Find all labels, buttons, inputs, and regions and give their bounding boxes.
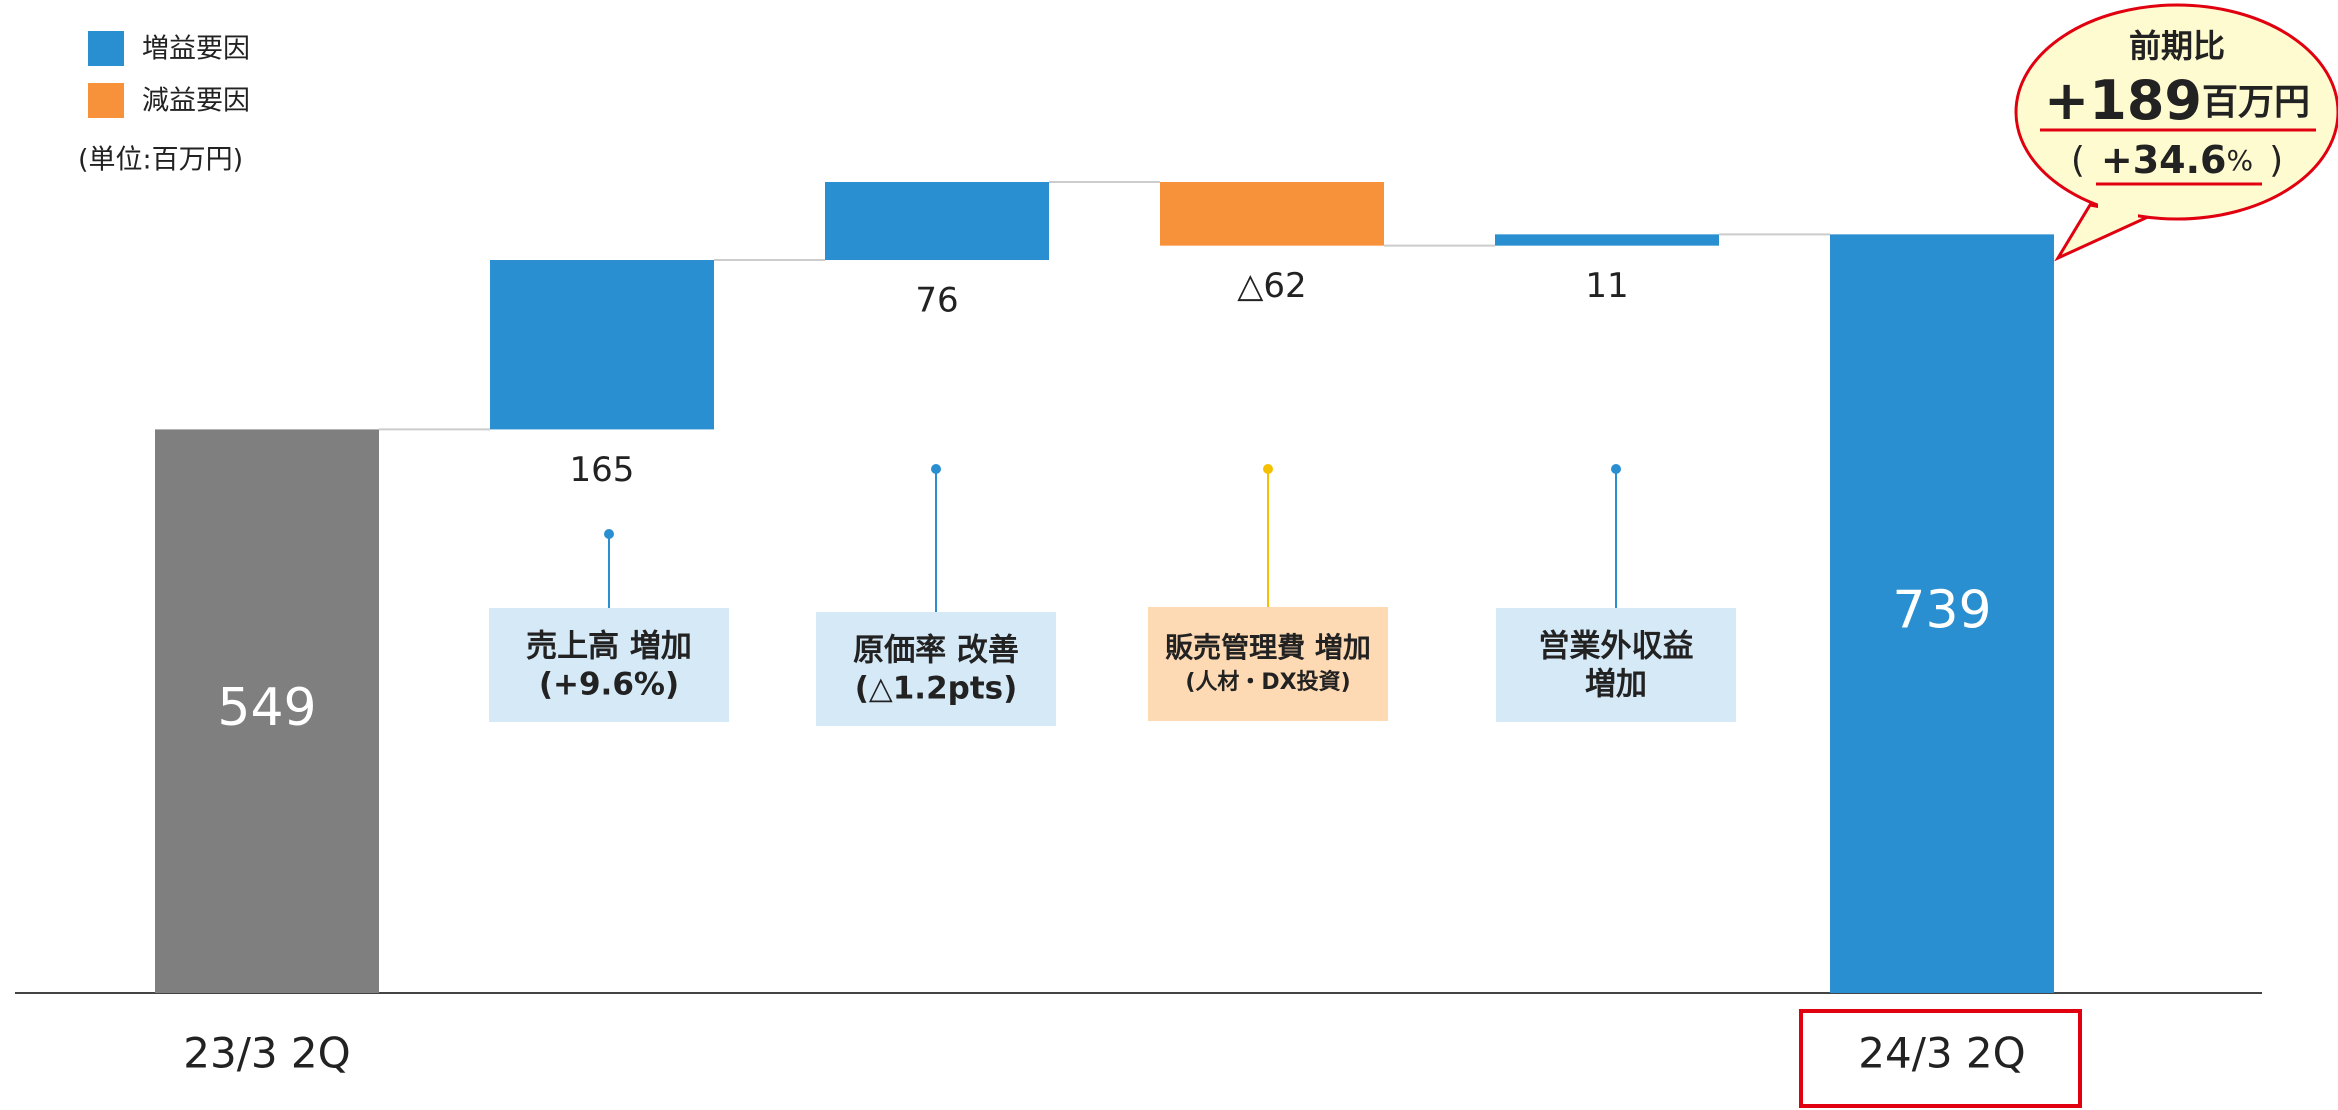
value-label: △62: [1237, 266, 1306, 306]
bar: [1830, 234, 2054, 993]
callout-joint: [2098, 200, 2138, 220]
annotation-text: 原価率 改善: [853, 633, 1019, 669]
callout-pct-unit: %: [2227, 144, 2254, 177]
annotation-dot: [604, 529, 614, 539]
annotation-box: [816, 612, 1056, 726]
annotation-text: (人材・DX投資): [1185, 669, 1350, 695]
callout-pct-value: +34.6: [2101, 138, 2227, 182]
callout-change: +189百万円: [2044, 69, 2310, 132]
value-label: 11: [1585, 266, 1628, 306]
bar: [825, 182, 1049, 261]
value-label: 739: [1892, 581, 1991, 641]
value-label: 165: [570, 450, 635, 490]
annotation-text: 販売管理費 増加: [1165, 631, 1371, 664]
value-label: 549: [217, 678, 316, 738]
annotation-text: 売上高 増加: [526, 629, 692, 665]
callout-change-value: +189: [2044, 69, 2202, 132]
annotation-box: [1148, 607, 1388, 721]
bar: [1495, 234, 1719, 246]
callout-change-unit: 百万円: [2202, 82, 2310, 123]
bar: [1160, 182, 1384, 246]
legend-label: 増益要因: [142, 34, 250, 65]
unit-label: (単位:百万円): [78, 145, 243, 176]
callout-title: 前期比: [2129, 27, 2225, 65]
annotation-box: [1496, 608, 1736, 722]
legend-swatch: [88, 31, 124, 66]
callout-pct: ( +34.6%): [2071, 138, 2283, 182]
annotation-box: [489, 608, 729, 722]
annotation-text: 増加: [1585, 667, 1647, 703]
legend-swatch: [88, 83, 124, 118]
annotation-text: 営業外収益: [1539, 629, 1694, 665]
value-label: 76: [915, 281, 958, 321]
highlight-box: [1799, 1009, 2082, 1108]
annotation-dot: [931, 464, 941, 474]
bar: [155, 429, 379, 993]
callout-close: ): [2269, 140, 2283, 181]
legend-label: 減益要因: [142, 86, 250, 117]
annotation-dot: [1611, 464, 1621, 474]
callout-bubble: [2014, 3, 2338, 221]
annotation-dot: [1263, 464, 1273, 474]
callout: 前期比 +189百万円 ( +34.6%): [2014, 3, 2338, 262]
annotation-text: (△1.2pts): [855, 671, 1018, 707]
x-tick-label: 23/3 2Q: [183, 1029, 350, 1078]
annotation-text: (+9.6%): [539, 667, 679, 703]
x-tick-label: 24/3 2Q: [1858, 1029, 2025, 1078]
bar: [490, 260, 714, 430]
callout-open: (: [2071, 140, 2085, 181]
